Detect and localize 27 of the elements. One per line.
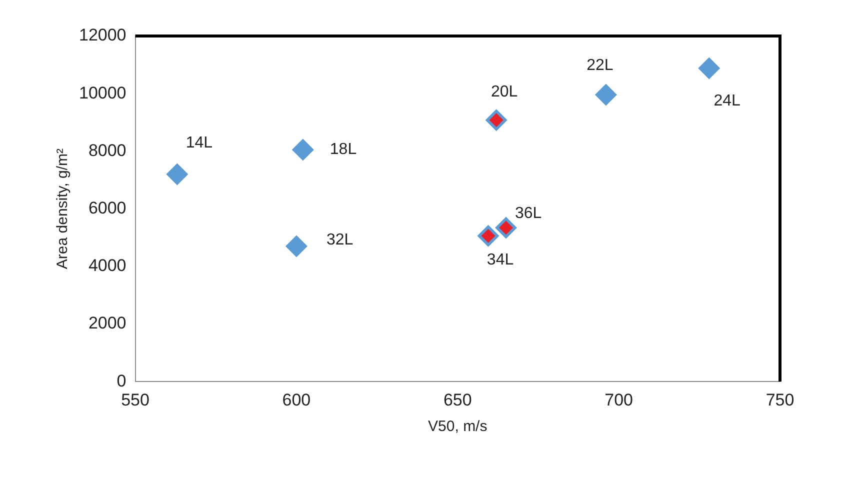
annotation: 24L: [714, 92, 741, 110]
y-tick-label: 8000: [88, 140, 126, 160]
point: [698, 57, 720, 80]
annotation: 36L: [514, 205, 542, 222]
y-tick-label: 10000: [78, 83, 126, 102]
y-tick-label: 12000: [78, 26, 126, 45]
x-tick-label: 650: [443, 390, 472, 410]
point: [166, 163, 188, 186]
point: [292, 138, 314, 161]
annotation: 32L: [326, 232, 354, 249]
y-axis-title: Area density, g/m²: [54, 148, 72, 270]
annotation: 18L: [330, 141, 357, 158]
x-tick-label: 750: [766, 390, 794, 410]
y-tick-label: 4000: [88, 256, 126, 276]
x-axis-title: V50, m/s: [428, 418, 488, 436]
y-tick-label: 0: [116, 371, 126, 390]
annotation: 14L: [186, 134, 213, 152]
x-tick-label: 550: [121, 390, 150, 410]
point: [285, 235, 308, 258]
x-tick-label: 600: [282, 390, 311, 410]
annotation: 34L: [486, 251, 514, 268]
annotation: 20L: [490, 84, 518, 100]
point: [594, 84, 617, 106]
y-tick-label: 2000: [88, 314, 126, 333]
x-tick-label: 700: [604, 390, 634, 410]
y-tick-label: 6000: [88, 198, 126, 218]
annotation: 22L: [586, 57, 614, 74]
